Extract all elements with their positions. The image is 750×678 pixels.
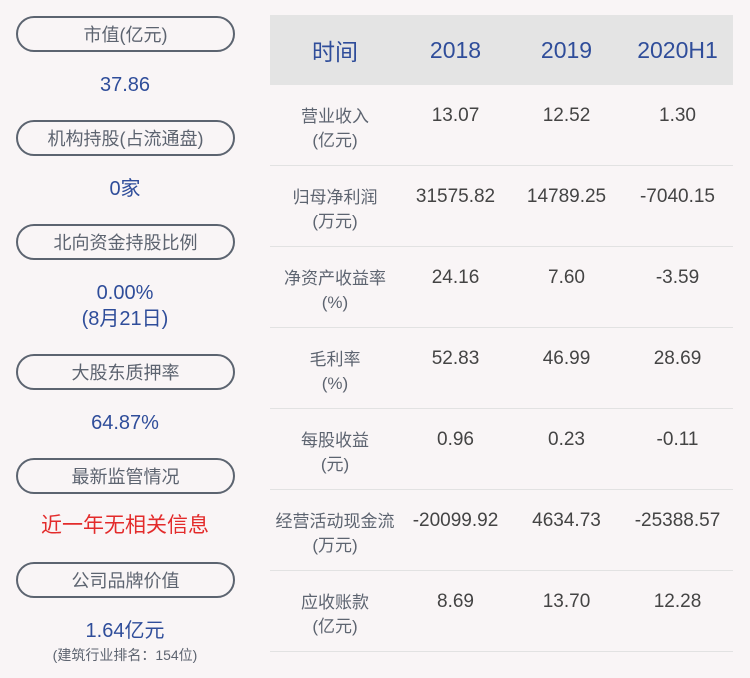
label-text: 机构持股(占流通盘)	[47, 129, 204, 149]
financial-table: 时间 2018 2019 2020H1 营业收入 (亿元) 13.07 12.52…	[270, 15, 733, 652]
brand-value-rank-note: (建筑行业排名：154位)	[52, 647, 198, 663]
metric-name: 应收账款	[301, 593, 369, 612]
cell-2018: 31575.82	[415, 186, 496, 207]
table-row: 经营活动现金流 (万元) -20099.92 4634.73 -25388.57	[270, 490, 733, 571]
metric-unit: (亿元)	[312, 617, 358, 636]
metric-name: 归母净利润	[292, 188, 378, 207]
table-row: 营业收入 (亿元) 13.07 12.52 1.30	[270, 85, 733, 166]
metric-name: 每股收益	[301, 431, 369, 450]
label-text: 市值(亿元)	[83, 25, 168, 45]
regulatory-status-label: 最新监管情况	[16, 458, 235, 494]
regulatory-status-value: 近一年无相关信息	[41, 514, 209, 537]
institutional-holding-value: 0家	[109, 178, 141, 200]
pledge-ratio-value: 64.87%	[91, 412, 159, 434]
row-label: 归母净利润 (万元)	[270, 186, 400, 234]
table-row: 净资产收益率 (%) 24.16 7.60 -3.59	[270, 247, 733, 328]
table-header: 时间 2018 2019 2020H1	[270, 15, 733, 85]
cell-2020h1: -25388.57	[634, 510, 721, 531]
row-label: 应收账款 (亿元)	[270, 591, 400, 639]
cell-2020h1: 28.69	[653, 348, 702, 369]
northbound-holding-label: 北向资金持股比例	[16, 224, 235, 260]
table-row: 毛利率 (%) 52.83 46.99 28.69	[270, 328, 733, 409]
metric-name: 净资产收益率	[284, 269, 386, 288]
table-row: 每股收益 (元) 0.96 0.23 -0.11	[270, 409, 733, 490]
cell-2019: 7.60	[548, 267, 585, 288]
metric-unit: (万元)	[312, 212, 358, 231]
cell-2020h1: 1.30	[659, 105, 696, 126]
header-2019: 2019	[540, 36, 593, 63]
cell-2020h1: 12.28	[653, 591, 702, 612]
label-text: 最新监管情况	[71, 467, 180, 487]
metric-name: 毛利率	[309, 350, 361, 369]
metric-unit: (%)	[321, 293, 349, 312]
cell-2018: 24.16	[431, 267, 480, 288]
brand-value-value: 1.64亿元	[85, 620, 165, 642]
label-text: 大股东质押率	[71, 363, 180, 383]
brand-value-label: 公司品牌价值	[16, 562, 235, 598]
cell-2019: 13.70	[542, 591, 591, 612]
cell-2020h1: -0.11	[656, 429, 699, 450]
cell-2019: 46.99	[542, 348, 591, 369]
metric-unit: (亿元)	[312, 131, 358, 150]
cell-2018: 8.69	[437, 591, 474, 612]
cell-2018: -20099.92	[412, 510, 499, 531]
northbound-holding-date: (8月21日)	[81, 308, 169, 330]
metric-unit: (万元)	[312, 536, 358, 555]
header-time: 时间	[312, 39, 358, 65]
row-label: 经营活动现金流 (万元)	[270, 510, 400, 558]
metric-unit: (元)	[320, 455, 350, 474]
cell-2019: 12.52	[542, 105, 591, 126]
label-text: 公司品牌价值	[71, 571, 180, 591]
metric-name: 经营活动现金流	[275, 512, 395, 531]
cell-2020h1: -3.59	[655, 267, 700, 288]
table-row: 归母净利润 (万元) 31575.82 14789.25 -7040.15	[270, 166, 733, 247]
cell-2019: 0.23	[548, 429, 585, 450]
cell-2019: 4634.73	[532, 510, 601, 531]
cell-2018: 52.83	[431, 348, 480, 369]
pledge-ratio-label: 大股东质押率	[16, 354, 235, 390]
cell-2019: 14789.25	[526, 186, 607, 207]
institutional-holding-label: 机构持股(占流通盘)	[16, 120, 235, 156]
header-2018: 2018	[429, 36, 482, 63]
cell-2018: 0.96	[437, 429, 474, 450]
label-text: 北向资金持股比例	[53, 233, 198, 253]
row-label: 净资产收益率 (%)	[270, 267, 400, 315]
table-row: 应收账款 (亿元) 8.69 13.70 12.28	[270, 571, 733, 652]
row-label: 毛利率 (%)	[270, 348, 400, 396]
metric-unit: (%)	[321, 374, 349, 393]
market-cap-label: 市值(亿元)	[16, 16, 235, 52]
row-label: 营业收入 (亿元)	[270, 105, 400, 153]
row-label: 每股收益 (元)	[270, 429, 400, 477]
header-2020h1: 2020H1	[637, 36, 718, 63]
northbound-holding-value: 0.00%	[96, 282, 154, 304]
market-cap-value: 37.86	[99, 74, 151, 96]
cell-2018: 13.07	[431, 105, 480, 126]
metric-name: 营业收入	[301, 107, 369, 126]
cell-2020h1: -7040.15	[639, 186, 715, 207]
